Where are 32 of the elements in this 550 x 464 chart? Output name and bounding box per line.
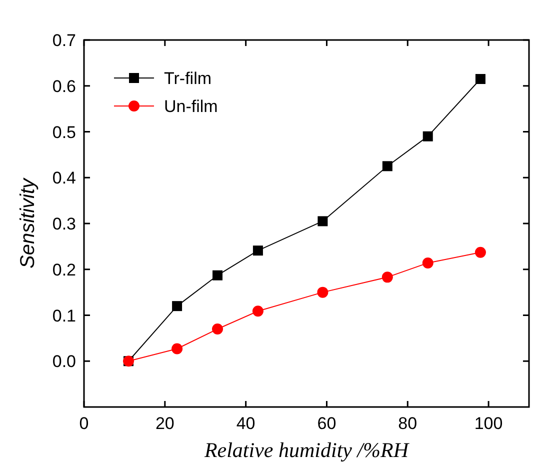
- point: [172, 343, 183, 354]
- x-tick-label: 0: [79, 414, 89, 433]
- y-tick-label: 0.3: [52, 214, 76, 234]
- point: [422, 131, 433, 142]
- point: [318, 216, 328, 226]
- x-tick-label: 100: [474, 414, 503, 433]
- y-tick-label: 0.4: [52, 168, 76, 188]
- x-axis-title: Relative humidity /%RH: [203, 438, 410, 462]
- y-axis-title: Sensitivity: [17, 177, 39, 269]
- point: [172, 301, 182, 312]
- point: [422, 257, 434, 268]
- y-tick-label: 0.6: [52, 76, 76, 96]
- point: [382, 272, 393, 283]
- point: [212, 270, 222, 280]
- x-tick-label: 20: [155, 414, 174, 433]
- x-tick-label: 80: [398, 414, 418, 433]
- point: [252, 306, 264, 317]
- x-tick-label: 60: [317, 414, 336, 433]
- point: [474, 246, 486, 258]
- y-tick-label: 0.0: [52, 352, 76, 372]
- x-tick-label: 40: [236, 414, 256, 433]
- point: [212, 324, 223, 335]
- point: [252, 246, 263, 256]
- y-tick-label: 0.1: [52, 306, 76, 326]
- y-tick-label: 0.5: [52, 122, 76, 142]
- point: [475, 74, 486, 84]
- legend-label: Un-film: [164, 97, 218, 116]
- legend-label: Tr-film: [164, 69, 212, 88]
- y-tick-label: 0.7: [52, 31, 76, 50]
- point: [382, 161, 392, 172]
- y-tick-label: 0.2: [52, 260, 76, 280]
- point: [317, 286, 328, 298]
